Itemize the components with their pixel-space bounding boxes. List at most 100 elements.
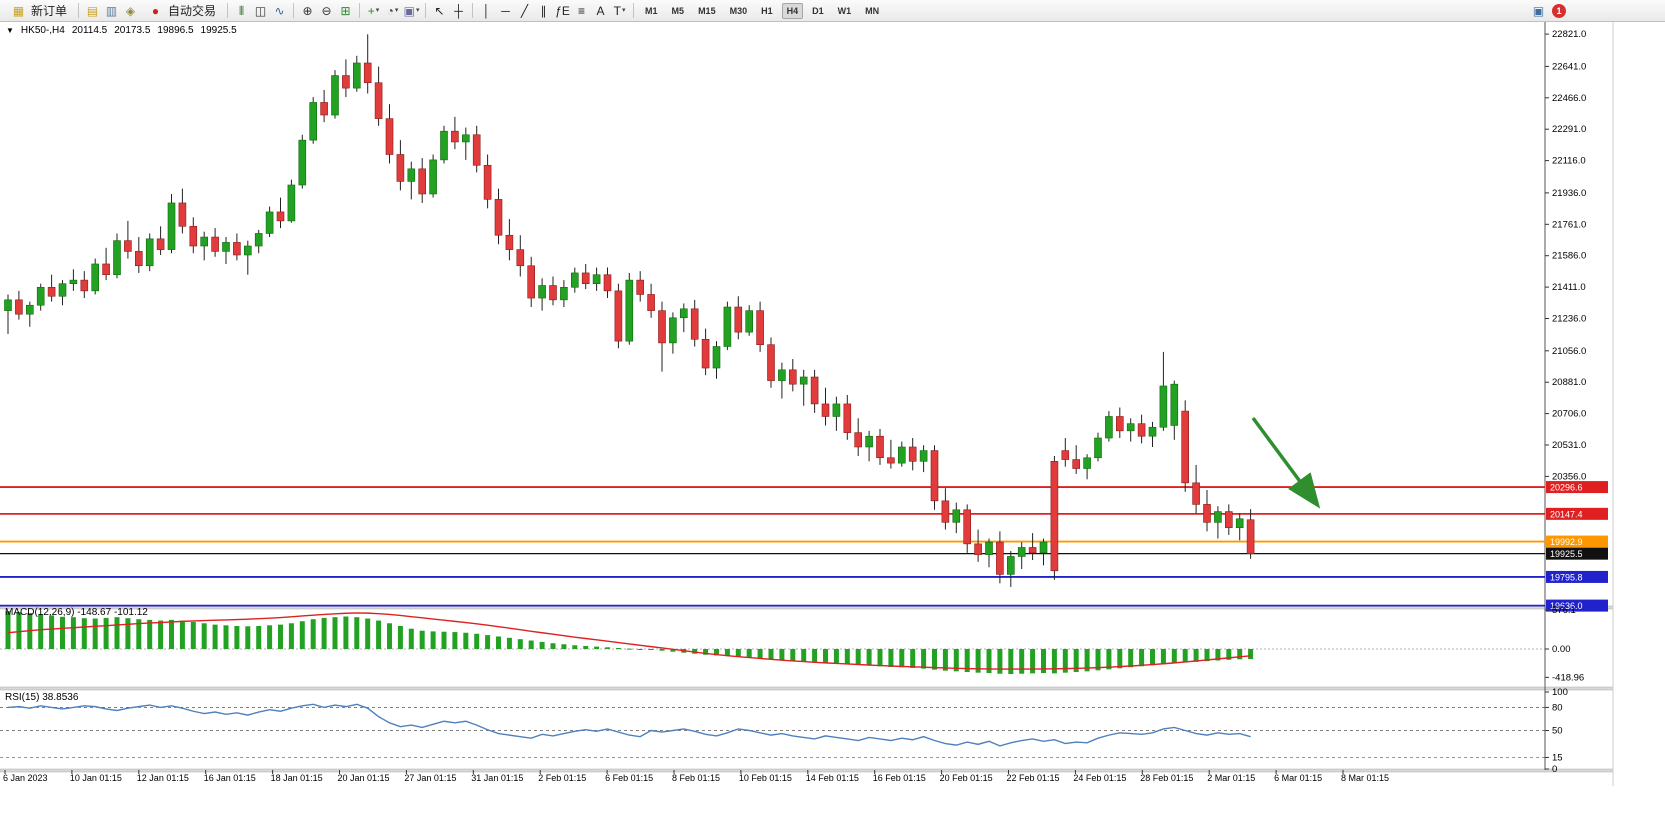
svg-text:20356.0: 20356.0 [1552,471,1586,482]
zoom-in-icon[interactable]: ⊕ [302,3,313,18]
svg-text:-418.96: -418.96 [1552,672,1584,683]
svg-text:20147.4: 20147.4 [1550,509,1583,519]
rsi-indicator-label: RSI(15) 38.8536 [5,692,79,703]
navigator-icon[interactable]: ◈ [125,3,136,18]
timeframe-M30[interactable]: M30 [729,5,748,16]
shapes-icon[interactable]: ≡ [578,3,586,18]
zoom-out-icon[interactable]: ⊖ [321,3,332,18]
fibonacci-icon[interactable]: ƒE [555,3,570,18]
one-click-trading-toggle[interactable]: ▼ [6,26,14,35]
trendline-icon[interactable]: ╱ [520,3,529,18]
toolbar-separator [293,3,295,18]
svg-text:2 Feb 01:15: 2 Feb 01:15 [538,773,586,783]
timeframe-M1[interactable]: M1 [645,5,658,16]
svg-text:28 Feb 01:15: 28 Feb 01:15 [1140,773,1193,783]
horizontal-line-icon[interactable]: ─ [501,3,510,18]
svg-text:19636.0: 19636.0 [1550,601,1583,611]
timeframe-M5[interactable]: M5 [671,5,685,16]
notification-badge[interactable]: 1 [1552,3,1566,18]
bar-chart-icon[interactable]: ⫴ [239,3,245,18]
chevron-down-icon[interactable]: ▾ [394,7,399,14]
svg-text:21411.0: 21411.0 [1552,282,1586,293]
autotrading-button[interactable]: ● 自动交易 [141,0,222,21]
indicators-menu[interactable]: + ▾ [367,3,380,18]
svg-text:6 Jan 2023: 6 Jan 2023 [3,773,48,783]
macd-indicator-label: MACD(12,26,9) -148.67 -101.12 [5,607,148,618]
svg-text:10 Feb 01:15: 10 Feb 01:15 [739,773,792,783]
timeframe-M15[interactable]: M15 [698,5,716,16]
horizontal-line-objects[interactable]: 20296.6 20147.4 19992.9 19925.5 19795.8 19636… [0,481,1608,612]
panel-separator-2[interactable] [0,686,1614,691]
candles-layer [4,34,1255,587]
rsi-panel: 100 80 50 150 [0,687,1568,775]
svg-text:21586.0: 21586.0 [1552,251,1586,262]
toolbar-separator [227,3,229,18]
chat-icon[interactable]: ▣ [1532,3,1545,18]
chevron-down-icon[interactable]: ▾ [621,7,626,14]
svg-text:22641.0: 22641.0 [1552,61,1586,72]
svg-text:24 Feb 01:15: 24 Feb 01:15 [1073,773,1126,783]
panel-separator-3[interactable] [0,768,1614,773]
svg-text:21936.0: 21936.0 [1552,188,1586,199]
svg-text:6 Mar 01:15: 6 Mar 01:15 [1274,773,1322,783]
svg-text:576.1: 576.1 [1552,605,1576,616]
chart-ohlc-low: 19896.5 [157,25,194,36]
svg-text:27 Jan 01:15: 27 Jan 01:15 [404,773,456,783]
date-axis[interactable]: 6 Jan 2023 10 Jan 01:15 12 Jan 01:15 16 Jan… [3,770,1389,783]
svg-text:19992.9: 19992.9 [1550,537,1583,547]
svg-text:22821.0: 22821.0 [1552,29,1586,40]
toolbar-separator [359,3,361,18]
svg-text:2 Mar 01:15: 2 Mar 01:15 [1207,773,1255,783]
autotrading-button-label: 自动交易 [168,4,217,18]
data-window-icon[interactable]: ▥ [105,3,118,18]
svg-text:50: 50 [1552,726,1563,737]
timeframe-H4[interactable]: H4 [781,2,804,19]
autotrading-icon: ● [151,3,160,18]
chart-ohlc-high: 20173.5 [114,25,151,36]
new-order-button[interactable]: ▦ 新订单 [4,0,73,21]
candlestick-chart-icon[interactable]: ◫ [254,3,267,18]
text-label-icon[interactable]: A [596,3,605,18]
timeframe-W1[interactable]: W1 [837,5,852,16]
crosshair-icon[interactable]: ┼ [454,3,463,18]
market-watch-icon[interactable]: ▤ [86,3,99,18]
channel-icon[interactable]: ∥ [540,3,547,18]
svg-text:100: 100 [1552,687,1568,698]
svg-text:8 Mar 01:15: 8 Mar 01:15 [1341,773,1389,783]
new-order-icon: ▦ [12,3,25,18]
svg-text:21761.0: 21761.0 [1552,219,1586,230]
templates-menu[interactable]: ▣ ▾ [403,3,420,18]
price-axis[interactable]: 22821.0 22641.0 22466.0 22291.0 22116.0 21936… [1545,29,1586,482]
svg-text:21236.0: 21236.0 [1552,314,1586,325]
timeframe-MN[interactable]: MN [865,5,880,16]
tile-windows-icon[interactable]: ⊞ [340,3,351,18]
new-order-button-label: 新订单 [31,4,68,18]
timeframe-D1[interactable]: D1 [812,5,824,16]
chart-ohlc-open: 20114.5 [71,25,108,36]
svg-text:20 Feb 01:15: 20 Feb 01:15 [940,773,993,783]
toolbar-separator [633,3,635,18]
svg-text:21056.0: 21056.0 [1552,346,1586,357]
svg-text:22291.0: 22291.0 [1552,124,1586,135]
vertical-line-icon[interactable]: │ [482,3,491,18]
macd-panel: 576.1 0.00 -418.96 [0,605,1584,683]
chevron-down-icon[interactable]: ▾ [375,7,380,14]
cursor-icon[interactable]: ↖ [434,3,445,18]
svg-text:6 Feb 01:15: 6 Feb 01:15 [605,773,653,783]
svg-text:20881.0: 20881.0 [1552,377,1586,388]
trend-arrow-annotation[interactable] [1251,416,1321,509]
timeframe-H1[interactable]: H1 [761,5,773,16]
svg-text:31 Jan 01:15: 31 Jan 01:15 [471,773,523,783]
chart-symbol-period: HK50-,H4 [20,25,65,36]
arrow-tools-icon[interactable]: T ▾ [613,3,626,18]
svg-text:20296.6: 20296.6 [1550,483,1583,493]
svg-text:22 Feb 01:15: 22 Feb 01:15 [1007,773,1060,783]
toolbar-right-icons: ▣ 1 [1530,2,1566,19]
svg-text:0: 0 [1552,764,1557,775]
chevron-down-icon[interactable]: ▾ [415,7,420,14]
svg-text:12 Jan 01:15: 12 Jan 01:15 [137,773,189,783]
line-chart-icon[interactable]: ∿ [274,3,285,18]
periods-menu[interactable]: ◔ ▾ [386,3,399,18]
svg-text:14 Feb 01:15: 14 Feb 01:15 [806,773,859,783]
